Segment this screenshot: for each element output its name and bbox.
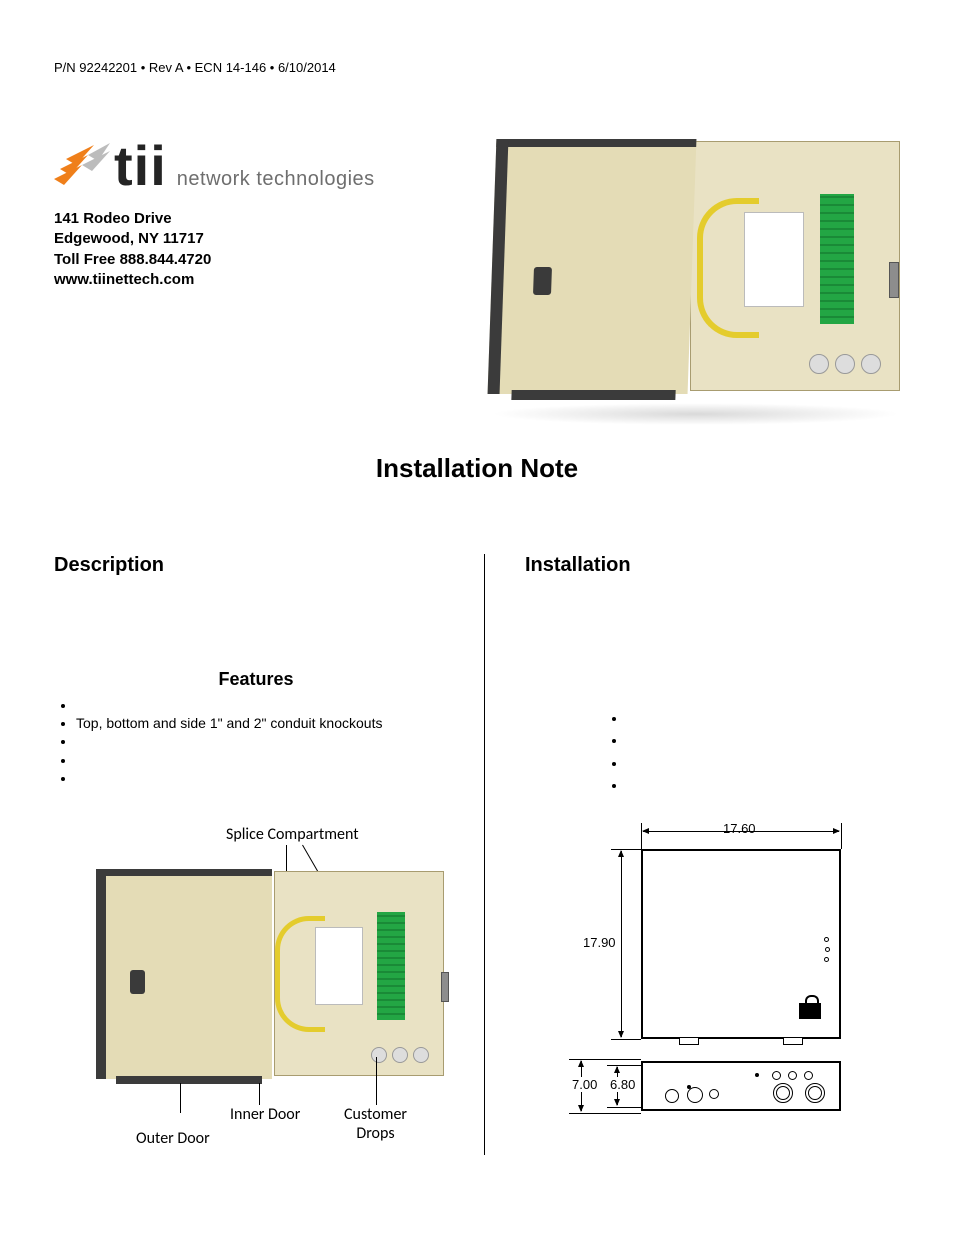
address-line: Edgewood, NY 11717 [54,229,454,249]
right-column: Installation 17.60 [484,554,900,1155]
callout-outer-door-label: Outer Door [136,1129,210,1148]
callout-customer-drops-label: Customer Drops [344,1105,407,1143]
page-title: Installation Note [54,453,900,484]
logo-text: tii network technologies [114,141,375,191]
callout-splice-label: Splice Compartment [226,825,359,844]
dimensional-drawing: 17.60 17.90 [569,815,869,1145]
installation-heading: Installation [525,554,900,577]
drawing-bottom-view [641,1061,841,1111]
company-logo: tii network technologies [54,135,454,191]
enclosure-door-icon [488,139,697,394]
features-heading: Features [54,669,458,690]
address-line: Toll Free 888.844.4720 [54,250,454,270]
dim-height-label: 17.90 [583,935,616,950]
feature-item: Top, bottom and side 1" and 2" conduit k… [76,714,458,732]
feature-item [76,751,458,769]
install-bullet [627,729,900,751]
logo-mark-icon [54,135,110,191]
installation-bullets [605,707,900,797]
install-bullet [627,774,900,796]
product-photo-hero [492,135,900,425]
two-column-body: Description Features Top, bottom and sid… [54,554,900,1155]
callout-inner-door-label: Inner Door [230,1105,300,1124]
doc-header-line: P/N 92242201 • Rev A • ECN 14-146 • 6/10… [54,60,900,75]
address-line: 141 Rodeo Drive [54,209,454,229]
dim-depth-inner-label: 6.80 [609,1077,636,1092]
address-line: www.tiinettech.com [54,270,454,290]
dim-depth-outer-label: 7.00 [571,1077,598,1092]
description-heading: Description [54,554,458,577]
padlock-icon [799,1003,821,1019]
enclosure-body-icon [690,141,900,391]
left-column: Description Features Top, bottom and sid… [54,554,484,1155]
feature-item [76,732,458,750]
company-block: tii network technologies 141 Rodeo Drive… [54,135,454,290]
logo-subtitle: network technologies [177,168,375,191]
company-address: 141 Rodeo Drive Edgewood, NY 11717 Toll … [54,209,454,290]
drawing-front-view [641,849,841,1039]
dim-width-label: 17.60 [723,821,756,836]
logo-name: tii [114,141,167,191]
feature-item [76,769,458,787]
install-bullet [627,752,900,774]
top-row: tii network technologies 141 Rodeo Drive… [54,135,900,425]
product-photo-annotated [96,867,444,1103]
page: P/N 92242201 • Rev A • ECN 14-146 • 6/10… [0,0,954,1195]
annotated-figure: Splice Compartment [54,825,459,1155]
features-list: Top, bottom and side 1" and 2" conduit k… [54,696,458,787]
install-bullet [627,707,900,729]
feature-item [76,696,458,714]
